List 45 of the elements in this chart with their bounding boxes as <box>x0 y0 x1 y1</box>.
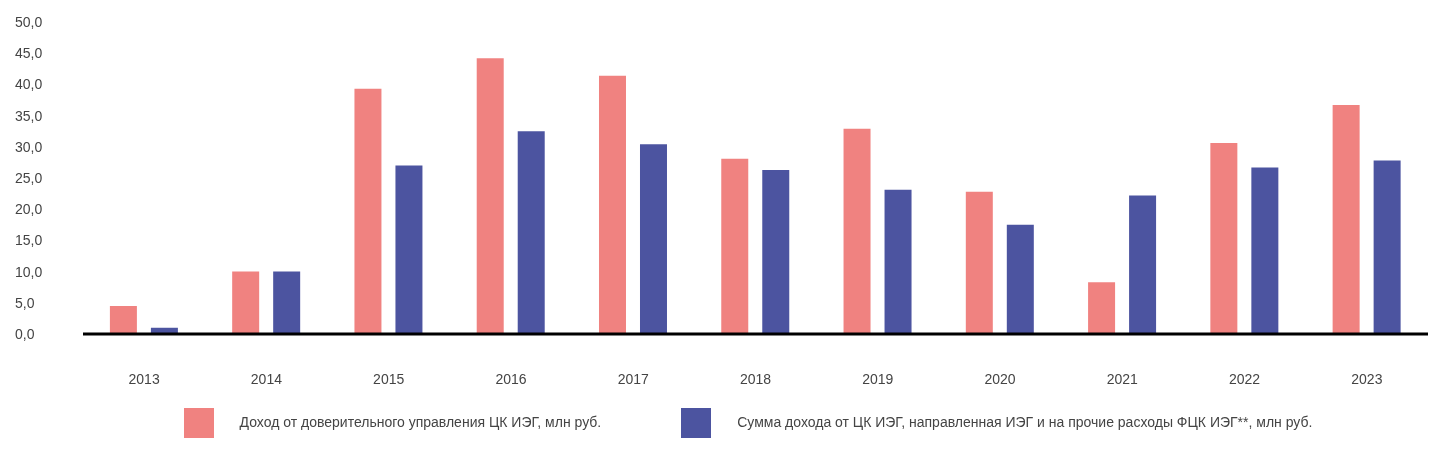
bar <box>965 191 993 334</box>
x-tick-label: 2014 <box>250 370 283 387</box>
x-tick-label: 2017 <box>617 370 650 387</box>
x-tick-label: 2016 <box>495 370 527 387</box>
y-tick-label: 10,0 <box>15 263 43 280</box>
y-tick-label: 25,0 <box>15 169 43 186</box>
y-tick-label: 20,0 <box>15 201 43 218</box>
x-tick-label: 2022 <box>1229 370 1261 387</box>
bar <box>843 128 871 334</box>
bar <box>639 144 667 334</box>
x-tick-label: 2020 <box>984 370 1016 387</box>
x-tick-label: 2013 <box>128 370 160 387</box>
bar <box>721 158 749 334</box>
bar <box>1129 195 1157 334</box>
bar <box>1332 104 1360 334</box>
bar <box>1006 224 1034 334</box>
legend-label: Сумма дохода от ЦК ИЭГ, направленная ИЭГ и на прочие расходы ФЦК ИЭГ**, млн руб. <box>737 414 1313 431</box>
x-tick-label: 2021 <box>1106 370 1139 387</box>
bar <box>273 271 301 334</box>
y-tick-label: 15,0 <box>15 232 43 249</box>
bar <box>354 88 382 334</box>
bar <box>232 271 260 334</box>
legend-label: Доход от доверительного управления ЦК ИЭГ, млн руб. <box>239 414 602 431</box>
y-tick-label: 40,0 <box>15 76 43 93</box>
y-tick-label: 50,0 <box>15 13 43 30</box>
bar <box>476 58 504 334</box>
bar <box>1251 167 1279 334</box>
y-tick-label: 30,0 <box>15 138 43 155</box>
bar <box>884 189 912 334</box>
y-tick-label: 35,0 <box>15 107 43 124</box>
bar <box>395 165 423 334</box>
y-tick-label: 0,0 <box>15 325 35 342</box>
bar <box>1373 160 1401 334</box>
bar <box>762 169 790 334</box>
bar <box>109 305 137 334</box>
y-tick-label: 45,0 <box>15 45 43 62</box>
bar <box>517 131 545 334</box>
x-tick-label: 2015 <box>373 370 405 387</box>
bar <box>1210 143 1238 334</box>
x-tick-label: 2023 <box>1351 370 1383 387</box>
bar <box>598 75 626 334</box>
x-tick-label: 2018 <box>739 370 772 387</box>
y-tick-label: 5,0 <box>15 294 35 311</box>
bar <box>1088 282 1116 334</box>
x-tick-label: 2019 <box>862 370 894 387</box>
